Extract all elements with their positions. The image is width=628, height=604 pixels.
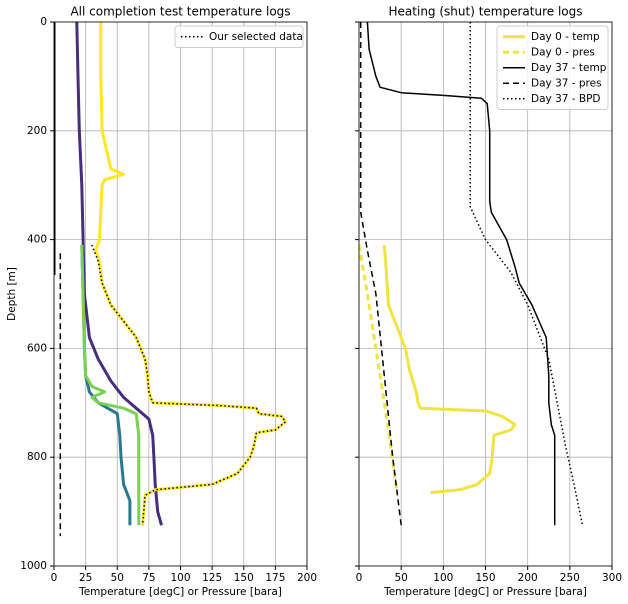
x-axis-label: Temperature [degC] or Pressure [bara]	[383, 586, 587, 598]
x-axis-label: Temperature [degC] or Pressure [bara]	[78, 586, 282, 598]
data-line	[359, 22, 402, 526]
plot-frame	[53, 21, 308, 567]
y-tick-label: 1000	[20, 560, 47, 572]
x-tick-label: 50	[111, 572, 124, 584]
x-tick-label: 200	[297, 572, 317, 584]
data-line	[359, 244, 399, 493]
data-line	[75, 22, 163, 526]
data-line	[366, 22, 556, 526]
legend-label: Day 37 - pres	[531, 77, 602, 89]
chart-title: Heating (shut) temperature logs	[389, 5, 583, 19]
y-tick-label: 200	[27, 125, 47, 137]
legend-label: Day 37 - temp	[531, 62, 607, 74]
x-tick-label: 150	[234, 572, 254, 584]
x-tick-label: 50	[394, 572, 407, 584]
data-line	[469, 22, 584, 526]
data-line	[80, 244, 141, 526]
legend-box	[496, 25, 609, 110]
x-tick-label: 125	[202, 572, 222, 584]
legend-box	[174, 25, 304, 48]
legend-label: Day 37 - BPD	[531, 93, 601, 105]
x-tick-label: 100	[170, 572, 190, 584]
x-tick-label: 0	[356, 572, 363, 584]
x-tick-label: 150	[475, 572, 495, 584]
legend-label: Our selected data	[209, 31, 303, 43]
x-tick-label: 25	[79, 572, 92, 584]
x-tick-label: 250	[560, 572, 580, 584]
x-tick-label: 300	[602, 572, 622, 584]
y-tick-label: 0	[40, 16, 47, 28]
x-tick-label: 175	[265, 572, 285, 584]
x-tick-label: 0	[51, 572, 58, 584]
legend-label: Day 0 - temp	[531, 31, 600, 43]
x-tick-label: 75	[142, 572, 155, 584]
data-line	[91, 244, 287, 526]
plot-frame	[358, 21, 613, 567]
data-line	[80, 244, 132, 526]
data-line	[94, 22, 287, 526]
y-tick-label: 800	[27, 451, 47, 463]
legend-label: Day 0 - pres	[531, 46, 595, 58]
x-tick-label: 200	[518, 572, 538, 584]
y-axis-label: Depth [m]	[6, 267, 18, 321]
y-tick-label: 600	[27, 342, 47, 354]
chart-title: All completion test temperature logs	[70, 5, 290, 19]
data-line	[382, 244, 517, 495]
y-tick-label: 400	[27, 234, 47, 246]
x-tick-label: 100	[433, 572, 453, 584]
